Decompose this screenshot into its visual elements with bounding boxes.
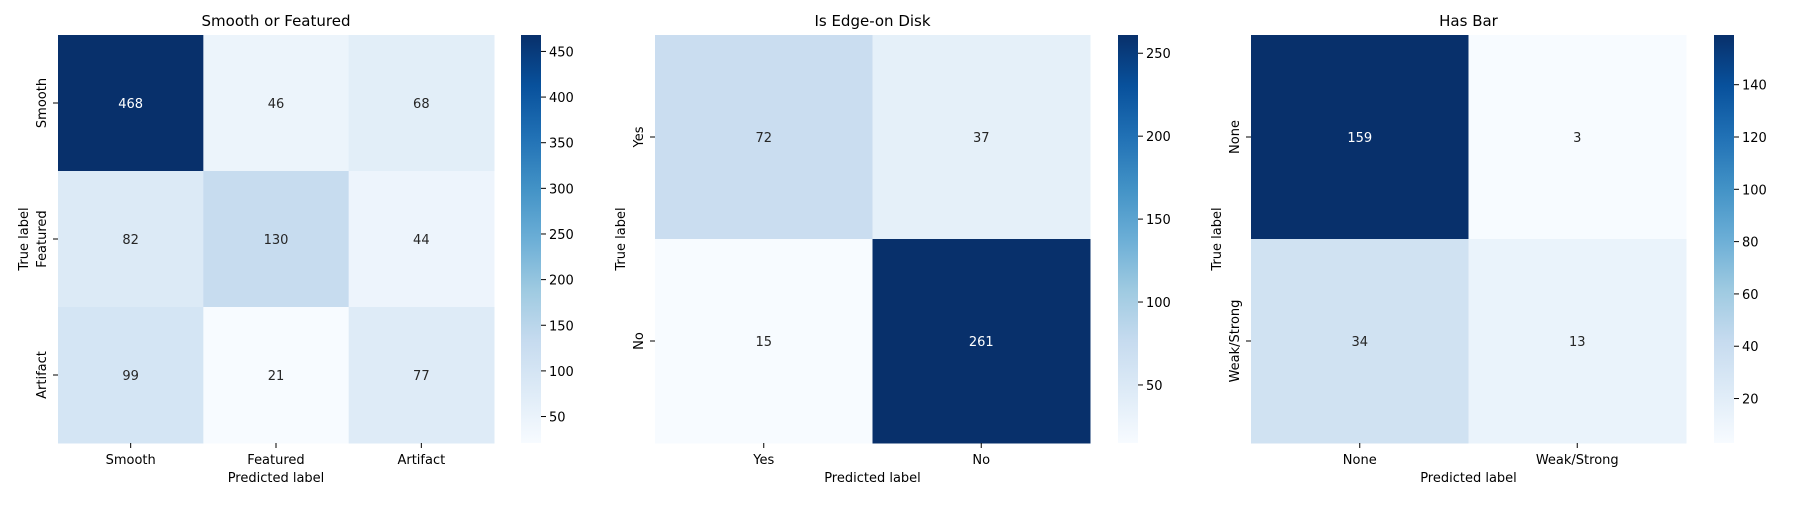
x-tick-label: Yes [752,453,774,468]
heatmap-cell [655,35,873,240]
heatmap-cell [58,171,204,308]
colorbar-tick-label: 20 [1742,393,1759,408]
x-tick-label: Artifact [397,453,445,468]
colorbar-tick-label: 400 [549,91,574,106]
cell-value-label: 468 [118,97,143,112]
y-tick-label: Weak/Strong [1228,300,1243,383]
heatmap-cell [1468,35,1687,240]
cell-value-label: 13 [1569,335,1586,350]
colorbar-tick-label: 200 [549,274,574,289]
y-axis-label: True label [614,207,629,271]
heatmap-cell [872,35,1091,240]
x-tick-label: Featured [247,453,304,468]
heatmap-cell [348,307,495,444]
colorbar [1714,35,1734,443]
colorbar-tick-label: 100 [1146,296,1171,311]
y-tick-label: Artifact [35,351,50,399]
cell-value-label: 44 [413,233,430,248]
heatmap-cell [655,239,873,444]
colorbar-tick-label: 100 [549,365,574,380]
cell-value-label: 46 [268,97,285,112]
x-axis-label: Predicted label [1420,471,1517,486]
cell-value-label: 72 [755,131,772,146]
heatmap-cell [203,35,350,172]
heatmap-panel-3: 159 3 34 13 Has Bar None Weak/Strong Predicted … [1210,12,1767,486]
colorbar-tick-label: 300 [549,182,574,197]
cell-value-label: 34 [1351,335,1368,350]
heatmap-panel-2: 72 37 15 261 Is Edge-on Disk Yes No Predicted l… [614,12,1171,486]
y-tick-label: Yes [632,126,647,148]
colorbar [521,35,541,443]
colorbar-tick-label: 150 [549,319,574,334]
colorbar-tick-label: 450 [549,45,574,60]
colorbar-tick-label: 140 [1742,79,1767,94]
colorbar-tick-label: 50 [549,411,566,426]
heatmap-cell [203,307,350,444]
heatmap-cell [203,171,350,308]
colorbar-tick-label: 100 [1742,183,1767,198]
cell-value-label: 82 [122,233,139,248]
chart-title: Is Edge-on Disk [814,12,930,30]
heatmap-panel-1: 468 46 68 82 130 44 99 21 77 Smooth or Featured Sm… [17,12,574,486]
heatmap-cell [58,307,204,444]
x-axis-label: Predicted label [228,471,325,486]
cell-value-label: 37 [973,131,990,146]
x-tick-label: Weak/Strong [1536,453,1619,468]
y-axis-label: True label [17,207,32,271]
colorbar-tick-label: 80 [1742,236,1759,251]
heatmap-cell [1468,239,1687,444]
y-tick-label: Smooth [35,78,50,128]
x-tick-label: No [972,453,990,468]
colorbar-tick-label: 150 [1146,213,1171,228]
y-tick-label: None [1228,120,1243,154]
colorbar-tick-label: 200 [1146,130,1171,145]
cell-value-label: 77 [413,369,430,384]
cell-value-label: 130 [264,233,289,248]
cell-value-label: 3 [1573,131,1581,146]
heatmap-cell [348,171,495,308]
colorbar-tick-label: 60 [1742,288,1759,303]
x-tick-label: Smooth [106,453,156,468]
chart-title: Has Bar [1439,12,1499,30]
heatmap-cell [348,35,495,172]
x-tick-label: None [1343,453,1377,468]
colorbar-tick-label: 250 [1146,47,1171,62]
heatmap-cell [1251,239,1469,444]
cell-value-label: 159 [1347,131,1372,146]
chart-title: Smooth or Featured [202,12,351,30]
colorbar-tick-label: 120 [1742,131,1767,146]
colorbar-tick-label: 40 [1742,340,1759,355]
y-axis-label: True label [1210,207,1225,271]
cell-value-label: 15 [755,335,772,350]
heatmap-cell [1251,35,1469,240]
cell-value-label: 261 [969,335,994,350]
cell-value-label: 68 [413,97,430,112]
y-tick-label: No [632,332,647,350]
cell-value-label: 21 [268,369,285,384]
colorbar-tick-label: 250 [549,228,574,243]
heatmap-cell [872,239,1091,444]
heatmap-cell [58,35,204,172]
x-axis-label: Predicted label [824,471,921,486]
y-tick-label: Featured [35,210,50,267]
colorbar-tick-label: 350 [549,137,574,152]
cell-value-label: 99 [122,369,139,384]
colorbar-tick-label: 50 [1146,379,1163,394]
colorbar [1118,35,1138,443]
